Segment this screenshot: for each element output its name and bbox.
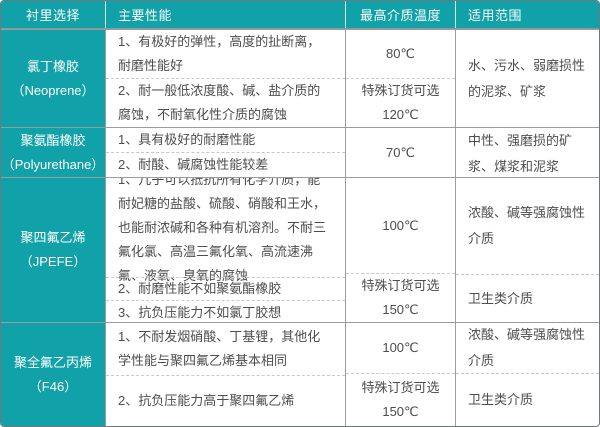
application-value: 浓酸、碱等强腐蚀性介质 — [468, 205, 586, 246]
performance-item: 1、有极好的弹性，高度的扯断离，耐磨性能好 — [118, 34, 321, 73]
temp-value: 特殊订货可选 150℃ — [346, 373, 455, 426]
lining-cell: 氯丁橡胶 （Neoprene） — [1, 30, 106, 127]
temp-value: 特殊订货可选 120℃ — [346, 78, 455, 127]
section-neoprene: 氯丁橡胶 （Neoprene） 1、有极好的弹性，高度的扯断离，耐磨性能好 2、… — [1, 29, 599, 127]
lining-name: 聚全氟乙丙烯 — [13, 354, 92, 370]
temp-value: 100℃ — [382, 217, 419, 233]
lining-cell: 聚氨酯橡胶 （Polyurethane） — [1, 128, 106, 177]
performance-cell: 1、几乎可以抵抗所有化学介质，能耐妃糖的盐酸、硫酸、硝酸和王水，也能耐浓碱和各种… — [106, 178, 346, 322]
lining-code: （Neoprene） — [11, 82, 95, 98]
lining-code: （F46） — [28, 378, 78, 394]
lining-code: （JPEFE） — [19, 254, 87, 269]
performance-cell: 1、具有极好的耐磨性能 2、耐酸、碱腐蚀性能较差 — [106, 128, 346, 177]
temp-cell: 80℃ 特殊订货可选 120℃ — [346, 30, 456, 127]
performance-item: 3、抗负压能力不如氯丁胶想 — [106, 300, 345, 322]
col-header-application: 适用范围 — [468, 8, 523, 23]
temp-value: 80℃ — [385, 46, 416, 61]
col-header-lining: 衬里选择 — [1, 1, 106, 28]
application-value: 卫生类介质 — [456, 373, 599, 426]
performance-item: 2、耐一般低浓度酸、碱、盐介质的腐蚀，不耐氧化性介质的腐蚀 — [106, 78, 345, 127]
application-value: 浓酸、碱等强腐蚀性介质 — [468, 327, 586, 368]
col-header-performance: 主要性能 — [106, 1, 346, 28]
section-polyurethane: 聚氨酯橡胶 （Polyurethane） 1、具有极好的耐磨性能 2、耐酸、碱腐… — [1, 127, 599, 177]
application-cell: 浓酸、碱等强腐蚀性介质 卫生类介质 — [456, 323, 599, 426]
temp-value: 70℃ — [385, 144, 416, 160]
col-header-max-temp: 最高介质温度 — [346, 1, 456, 28]
performance-item: 2、耐酸、碱腐蚀性能较差 — [106, 152, 345, 177]
lining-cell: 聚全氟乙丙烯 （F46） — [1, 323, 106, 426]
header-row: 衬里选择 主要性能 最高介质温度 适用范围 — [1, 1, 599, 29]
performance-item: 1、几乎可以抵抗所有化学介质，能耐妃糖的盐酸、硫酸、硝酸和王水，也能耐浓碱和各种… — [118, 178, 327, 283]
temp-value: 特殊订货可选 150℃ — [346, 273, 455, 322]
temp-cell: 70℃ — [346, 128, 456, 177]
performance-item: 1、不耐发烟硝酸、丁基锂，其他化学性能与聚四氟乙烯基本相同 — [118, 329, 321, 368]
application-value: 卫生类介质 — [456, 274, 599, 322]
performance-cell: 1、不耐发烟硝酸、丁基锂，其他化学性能与聚四氟乙烯基本相同 2、抗负压能力高于聚… — [106, 323, 346, 426]
temp-cell: 100℃ 特殊订货可选 150℃ — [346, 178, 456, 322]
lining-code: （Polyurethane） — [1, 156, 105, 172]
application-cell: 中性、强磨损的矿浆、煤浆和泥浆 — [456, 128, 599, 177]
temp-value: 100℃ — [382, 340, 419, 355]
lining-name: 聚四氟乙烯 — [20, 230, 86, 245]
performance-item: 2、耐磨性能不如聚氨酯橡胶 — [106, 277, 345, 300]
lining-name: 氯丁橡胶 — [26, 58, 79, 74]
section-ptfe: 聚四氟乙烯 （JPEFE） 1、几乎可以抵抗所有化学介质，能耐妃糖的盐酸、硫酸、… — [1, 177, 599, 322]
lining-name: 聚氨酯橡胶 — [20, 132, 86, 148]
performance-item: 1、具有极好的耐磨性能 — [118, 132, 256, 147]
temp-cell: 100℃ 特殊订货可选 150℃ — [346, 323, 456, 426]
performance-item: 2、抗负压能力高于聚四氟乙烯 — [106, 375, 345, 426]
section-f46: 聚全氟乙丙烯 （F46） 1、不耐发烟硝酸、丁基锂，其他化学性能与聚四氟乙烯基本… — [1, 322, 599, 426]
lining-cell: 聚四氟乙烯 （JPEFE） — [1, 178, 106, 322]
application-cell: 水、污水、弱磨损性的泥浆、矿浆 — [456, 30, 599, 127]
application-cell: 浓酸、碱等强腐蚀性介质 卫生类介质 — [456, 178, 599, 322]
application-value: 中性、强磨损的矿浆、煤浆和泥浆 — [468, 133, 573, 174]
performance-cell: 1、有极好的弹性，高度的扯断离，耐磨性能好 2、耐一般低浓度酸、碱、盐介质的腐蚀… — [106, 30, 346, 127]
application-value: 水、污水、弱磨损性的泥浆、矿浆 — [468, 57, 586, 99]
